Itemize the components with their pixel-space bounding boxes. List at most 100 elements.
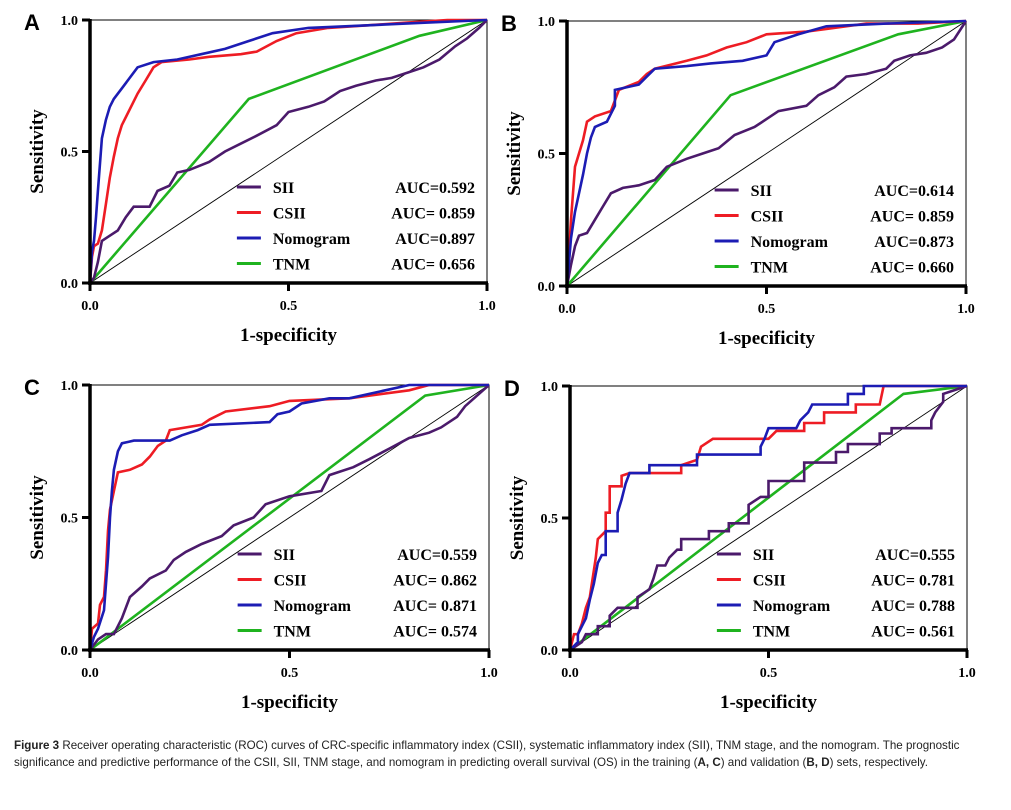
legend-label-sii: SII (274, 547, 295, 564)
panel-letter: C (24, 375, 40, 400)
y-tick-label: 0.5 (61, 512, 79, 527)
caption-label: Figure 3 (14, 739, 60, 752)
caption-bold-1: A, C (697, 756, 721, 769)
legend-label-nomogram: Nomogram (274, 598, 352, 615)
x-tick-label: 1.0 (957, 302, 975, 317)
roc-curve-sii (88, 384, 490, 651)
y-tick-label: 1.0 (61, 14, 79, 29)
legend-label-sii: SII (273, 180, 294, 197)
legend-auc-sii: AUC=0.555 (875, 547, 955, 564)
caption-text-1: Receiver operating characteristic (ROC) … (14, 739, 960, 769)
roc-chart-panel-c: C 0.0 0.5 1.0 0.0 0.5 1.0 1-specificity Sensitiv… (24, 375, 498, 713)
roc-curve-tnm (566, 19, 967, 287)
x-tick-label: 0.0 (561, 666, 579, 681)
y-axis-label: Sensitivity (27, 109, 48, 194)
legend: SII AUC=0.559 CSII AUC= 0.862 Nomogram AUC= 0… (237, 547, 477, 641)
legend: SII AUC=0.592 CSII AUC= 0.859 Nomogram AUC=0.… (236, 180, 475, 274)
roc-curve-csii (88, 18, 487, 284)
reference-diagonal (89, 384, 490, 651)
x-tick-label: 0.5 (758, 302, 776, 317)
y-axis-label: Sensitivity (504, 111, 525, 196)
legend-label-tnm: TNM (273, 257, 310, 274)
x-axis-label: 1-specificity (718, 328, 816, 349)
legend-label-tnm: TNM (274, 624, 311, 641)
legend-auc-csii: AUC= 0.859 (870, 209, 954, 226)
panel-letter: A (24, 10, 40, 35)
roc-curve-tnm (569, 384, 968, 652)
legend-auc-nomogram: AUC= 0.871 (393, 598, 477, 615)
legend-auc-tnm: AUC= 0.574 (393, 624, 477, 641)
y-tick-label: 0.0 (538, 280, 556, 295)
legend-auc-sii: AUC=0.559 (397, 547, 477, 564)
roc-curve-nomogram (88, 383, 489, 651)
legend-label-csii: CSII (751, 209, 784, 226)
panel-letter: D (504, 376, 520, 401)
caption-text-3: ) sets, respectively. (829, 756, 928, 769)
roc-curve-sii (88, 19, 488, 284)
y-tick-label: 0.0 (61, 644, 79, 659)
x-axis-label: 1-specificity (241, 692, 339, 713)
caption-bold-2: B, D (806, 756, 830, 769)
roc-curve-nomogram (569, 384, 967, 651)
x-tick-label: 1.0 (478, 299, 496, 314)
legend-auc-nomogram: AUC=0.873 (874, 234, 954, 251)
reference-diagonal (566, 20, 967, 287)
legend-label-tnm: TNM (751, 260, 788, 277)
figure-caption: Figure 3 Receiver operating characterist… (14, 737, 994, 771)
reference-diagonal (89, 19, 488, 284)
x-axis-label: 1-specificity (720, 692, 818, 713)
roc-curve-sii (569, 384, 968, 652)
panel-letter: B (501, 11, 517, 36)
legend-auc-tnm: AUC= 0.561 (871, 624, 955, 641)
y-axis-label: Sensitivity (27, 475, 48, 560)
y-tick-label: 0.0 (541, 644, 559, 659)
legend-auc-sii: AUC=0.614 (874, 183, 954, 200)
legend-label-nomogram: Nomogram (273, 231, 351, 248)
legend-label-csii: CSII (753, 573, 786, 590)
legend-auc-csii: AUC= 0.859 (391, 206, 475, 223)
roc-curve-nomogram (565, 19, 967, 287)
legend-auc-nomogram: AUC=0.897 (395, 231, 475, 248)
x-tick-label: 1.0 (958, 666, 976, 681)
caption-text-2: ) and validation ( (720, 756, 807, 769)
y-tick-label: 1.0 (538, 15, 556, 30)
legend-auc-tnm: AUC= 0.656 (391, 257, 475, 274)
roc-curve-sii (565, 20, 968, 287)
y-tick-label: 1.0 (61, 379, 79, 394)
legend-label-csii: CSII (273, 206, 306, 223)
legend: SII AUC=0.614 CSII AUC= 0.859 Nomogram AUC=0.… (714, 183, 954, 277)
roc-chart-panel-a: A 0.0 0.5 1.0 0.0 0.5 1.0 1-specificity Sensitiv… (24, 10, 496, 346)
legend-auc-sii: AUC=0.592 (395, 180, 475, 197)
y-tick-label: 0.5 (538, 148, 556, 163)
roc-curve-nomogram (88, 18, 488, 284)
legend-auc-nomogram: AUC= 0.788 (871, 598, 955, 615)
legend-label-sii: SII (751, 183, 772, 200)
legend-label-tnm: TNM (753, 624, 790, 641)
x-tick-label: 1.0 (480, 666, 498, 681)
roc-curve-tnm (89, 18, 488, 284)
y-tick-label: 0.5 (541, 512, 559, 527)
x-tick-label: 0.0 (81, 299, 99, 314)
legend-label-sii: SII (753, 547, 774, 564)
reference-diagonal (569, 385, 968, 651)
y-tick-label: 1.0 (541, 380, 559, 395)
legend-label-nomogram: Nomogram (751, 234, 829, 251)
y-tick-label: 0.0 (61, 277, 79, 292)
legend-auc-csii: AUC= 0.862 (393, 573, 477, 590)
x-tick-label: 0.0 (81, 666, 99, 681)
legend-label-nomogram: Nomogram (753, 598, 831, 615)
roc-chart-panel-b: B 0.0 0.5 1.0 0.0 0.5 1.0 1-specificity Sensitiv… (501, 11, 975, 349)
legend-label-csii: CSII (274, 573, 307, 590)
roc-curve-tnm (89, 383, 490, 652)
legend-auc-tnm: AUC= 0.660 (870, 260, 954, 277)
x-tick-label: 0.5 (281, 666, 299, 681)
y-tick-label: 0.5 (61, 146, 79, 161)
roc-chart-panel-d: D 0.0 0.5 1.0 0.0 0.5 1.0 1-specificity Sensitiv… (504, 376, 976, 713)
x-tick-label: 0.5 (280, 299, 298, 314)
x-tick-label: 0.5 (760, 666, 778, 681)
y-axis-label: Sensitivity (507, 475, 528, 560)
legend: SII AUC=0.555 CSII AUC= 0.781 Nomogram AUC= 0… (716, 547, 955, 641)
legend-auc-csii: AUC= 0.781 (871, 573, 955, 590)
x-tick-label: 0.0 (558, 302, 576, 317)
x-axis-label: 1-specificity (240, 325, 338, 346)
